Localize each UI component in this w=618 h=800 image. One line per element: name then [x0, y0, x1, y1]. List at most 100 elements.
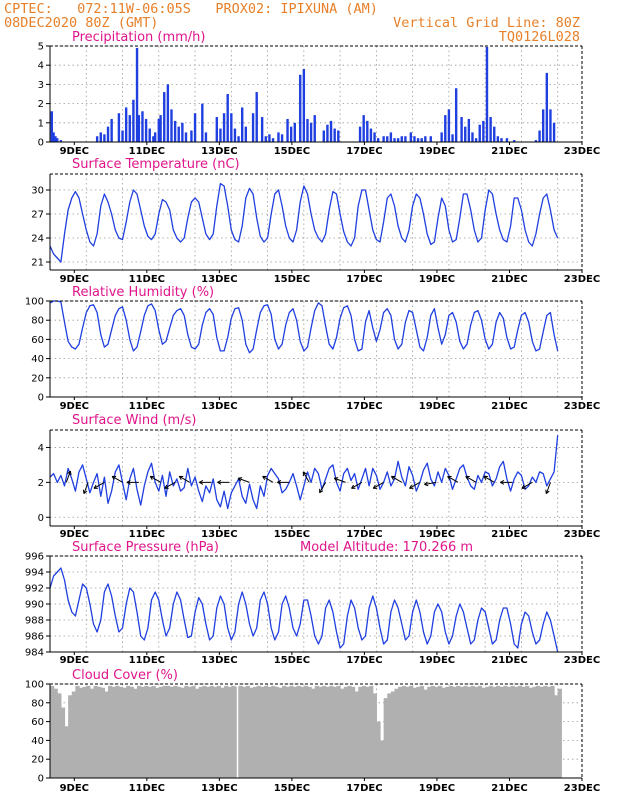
cloud-bar — [434, 686, 439, 778]
precip-bar — [159, 115, 162, 142]
wind-arrow-head — [302, 471, 307, 476]
wind-arrow — [319, 482, 327, 494]
cloud-bar — [169, 686, 174, 778]
y-tick-label: 990 — [25, 600, 44, 611]
precip-bar — [541, 109, 545, 142]
cloud-bar — [474, 686, 479, 778]
wind-arrow — [447, 475, 459, 483]
precip-bar — [482, 120, 485, 142]
precip-bar — [460, 117, 463, 142]
y-tick-label: 5 — [38, 42, 44, 53]
cloud-bar — [557, 688, 562, 778]
precip-bar — [173, 120, 177, 142]
x-tick-label: 15DEC — [274, 655, 310, 666]
wind-arrow-head — [483, 475, 488, 481]
x-tick-label: 23DEC — [564, 146, 600, 157]
series-line — [49, 300, 559, 354]
precip-bar — [271, 138, 275, 142]
x-tick-label: 11DEC — [129, 529, 165, 540]
precip-bar — [163, 92, 166, 142]
wind-arrow-head — [149, 475, 155, 481]
precip-bar — [416, 138, 420, 142]
precip-bar — [393, 138, 396, 142]
precip-bar — [184, 132, 188, 142]
precip-bar — [552, 122, 556, 142]
y-tick-label: 0 — [38, 393, 44, 404]
precip-bar — [302, 69, 306, 142]
wind-arrow-head — [424, 481, 429, 487]
cloud-bar — [350, 686, 356, 778]
cloud-bar — [245, 685, 251, 778]
x-tick-label: 21DEC — [491, 146, 527, 157]
precip-bar — [471, 132, 474, 142]
precip-bar — [409, 132, 413, 142]
x-tick-label: 23DEC — [564, 655, 600, 666]
cloud-bar — [307, 686, 312, 778]
cloud-bar — [492, 686, 497, 778]
x-tick-label: 15DEC — [274, 529, 310, 540]
cloud-bar — [329, 685, 334, 778]
cloud-bar — [372, 693, 377, 778]
cloud-bar — [173, 685, 178, 778]
cloud-bar — [361, 685, 367, 778]
cloud-bar — [166, 685, 171, 778]
precip-bar — [420, 138, 423, 142]
precip-bar — [400, 136, 403, 142]
precip-bar — [153, 132, 157, 142]
precip-bar — [454, 88, 458, 142]
x-tick-label: 15DEC — [274, 274, 310, 285]
precip-bar — [500, 138, 503, 142]
wind-arrow — [238, 477, 250, 483]
cloud-bar — [162, 685, 167, 778]
precip-bar — [424, 136, 427, 142]
cloud-bar — [129, 686, 135, 778]
precip-bar — [289, 126, 293, 142]
cloud-bar — [496, 685, 501, 778]
header-date-line: 08DEC2020 80Z (GMT) — [4, 15, 159, 31]
y-tick-label: 30 — [31, 186, 44, 197]
cloud-bar — [151, 685, 156, 778]
cloud-bar — [481, 687, 486, 778]
cloud-bar — [79, 687, 84, 778]
precip-bar — [534, 140, 538, 142]
x-tick-label: 19DEC — [419, 274, 455, 285]
precip-bar — [444, 115, 447, 142]
y-tick-label: 984 — [25, 648, 44, 659]
x-tick-label: 15DEC — [274, 401, 310, 412]
cloud-bar — [535, 685, 541, 778]
precip-bar — [152, 136, 155, 142]
precip-bar — [313, 115, 316, 142]
x-tick-label: 19DEC — [419, 655, 455, 666]
precip-bar — [322, 130, 325, 142]
precip-bar — [241, 107, 244, 142]
panel-1: Precipitation (mm/h) 0 1 2 3 4 5 9DEC 11DEC 13DEC… — [38, 30, 601, 157]
x-tick-label: 15DEC — [274, 146, 310, 157]
x-tick-label: 11DEC — [129, 655, 165, 666]
x-tick-label: 9DEC — [60, 529, 89, 540]
cloud-bar — [271, 685, 276, 778]
y-tick-label: 40 — [31, 354, 44, 365]
precip-bar — [190, 130, 193, 142]
y-tick-label: 994 — [25, 568, 44, 579]
x-tick-label: 9DEC — [60, 783, 89, 794]
wind-arrow — [65, 470, 71, 483]
y-tick-label: 40 — [31, 736, 44, 747]
x-tick-label: 19DEC — [419, 146, 455, 157]
cloud-bar — [195, 688, 200, 778]
precip-bar — [106, 126, 110, 142]
precip-bar — [512, 140, 516, 142]
y-tick-label: 27 — [31, 210, 44, 221]
cloud-bar — [336, 685, 341, 778]
cloud-bar — [256, 685, 261, 778]
precip-bar — [549, 109, 552, 142]
precip-bar — [255, 92, 258, 142]
series-line — [49, 435, 559, 510]
cloud-bar — [332, 686, 338, 778]
cloud-bar — [554, 695, 559, 778]
wind-arrow-head — [111, 475, 117, 481]
precip-bar — [264, 136, 267, 142]
precip-bar — [496, 136, 500, 142]
cloud-bar — [430, 685, 436, 778]
precip-bar — [362, 115, 365, 142]
